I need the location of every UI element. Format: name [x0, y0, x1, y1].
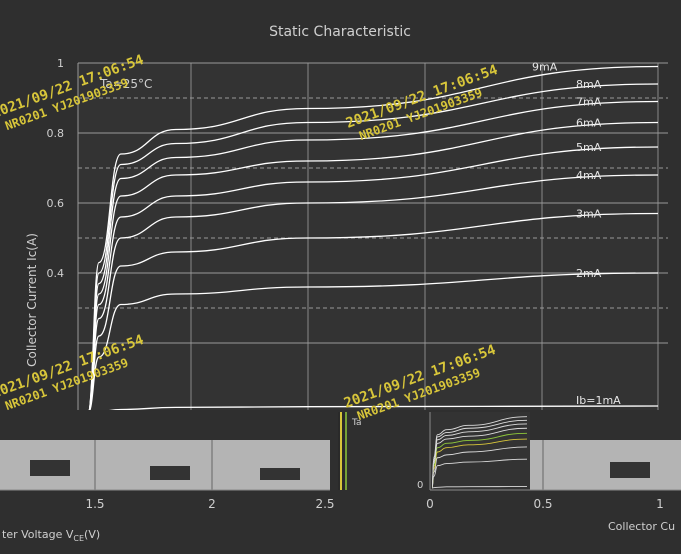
mini-curves: [431, 416, 528, 489]
series-label: 5mA: [576, 141, 602, 154]
y-axis-label: Collector Current Ic(A): [25, 233, 39, 367]
left-x-tick: 1.5: [85, 497, 104, 511]
right-top-label: Ta: [351, 418, 362, 428]
left-x-tick: 2.5: [315, 497, 334, 511]
series-label: 2mA: [576, 267, 602, 280]
series-label: Ib=1mA: [576, 394, 621, 407]
right-strip-block: [610, 462, 650, 478]
y-tick-labels: 0.4 0.6 0.8 1: [47, 57, 65, 280]
curve-7ma: [87, 100, 659, 414]
series-label: 8mA: [576, 78, 602, 91]
curve-6ma: [87, 121, 659, 414]
y-tick-label: 0.8: [47, 127, 65, 140]
bottom-panel: 0 Ta 1.5 2 2.5 0 0.5 1 ter Voltage VCE(V…: [0, 410, 681, 550]
left-x-tick: 2: [208, 497, 216, 511]
curve-5ma: [87, 146, 659, 414]
series-label: 9mA: [532, 61, 558, 74]
right-y-tick: 0: [417, 480, 423, 491]
curve-8ma: [87, 83, 659, 414]
y-tick-label: 0.6: [47, 197, 65, 210]
left-strip-block: [150, 466, 190, 480]
chart-title: Static Characteristic: [269, 24, 411, 40]
y-tick-label: 0.4: [47, 267, 65, 280]
curve-3ma: [87, 212, 659, 414]
right-x-axis-label: Collector Cu: [608, 520, 675, 533]
y-tick-label: 1: [57, 57, 64, 70]
mini-curve: [431, 416, 528, 489]
series-label: 4mA: [576, 169, 602, 182]
series-label: 7mA: [576, 96, 602, 109]
mini-curve: [431, 486, 528, 489]
series-label: 3mA: [576, 208, 602, 221]
right-mini-plot: [430, 412, 530, 490]
right-x-tick: 1: [656, 497, 664, 511]
grid: [77, 62, 668, 413]
curve-9ma: [87, 65, 659, 414]
mini-curve: [431, 458, 528, 489]
series-label: 6mA: [576, 117, 602, 130]
left-strip-block: [30, 460, 70, 476]
series-labels: Ib=1mA 2mA 3mA 4mA 5mA 6mA 7mA 8mA 9mA: [532, 61, 621, 408]
temperature-label: Ta=25°C: [99, 77, 152, 91]
right-x-tick: 0: [426, 497, 434, 511]
curve-2ma: [87, 272, 659, 414]
left-strip-block: [260, 468, 300, 480]
right-x-tick: 0.5: [533, 497, 552, 511]
curve-4ma: [87, 174, 659, 414]
left-x-axis-label: ter Voltage VCE(V): [2, 528, 100, 543]
